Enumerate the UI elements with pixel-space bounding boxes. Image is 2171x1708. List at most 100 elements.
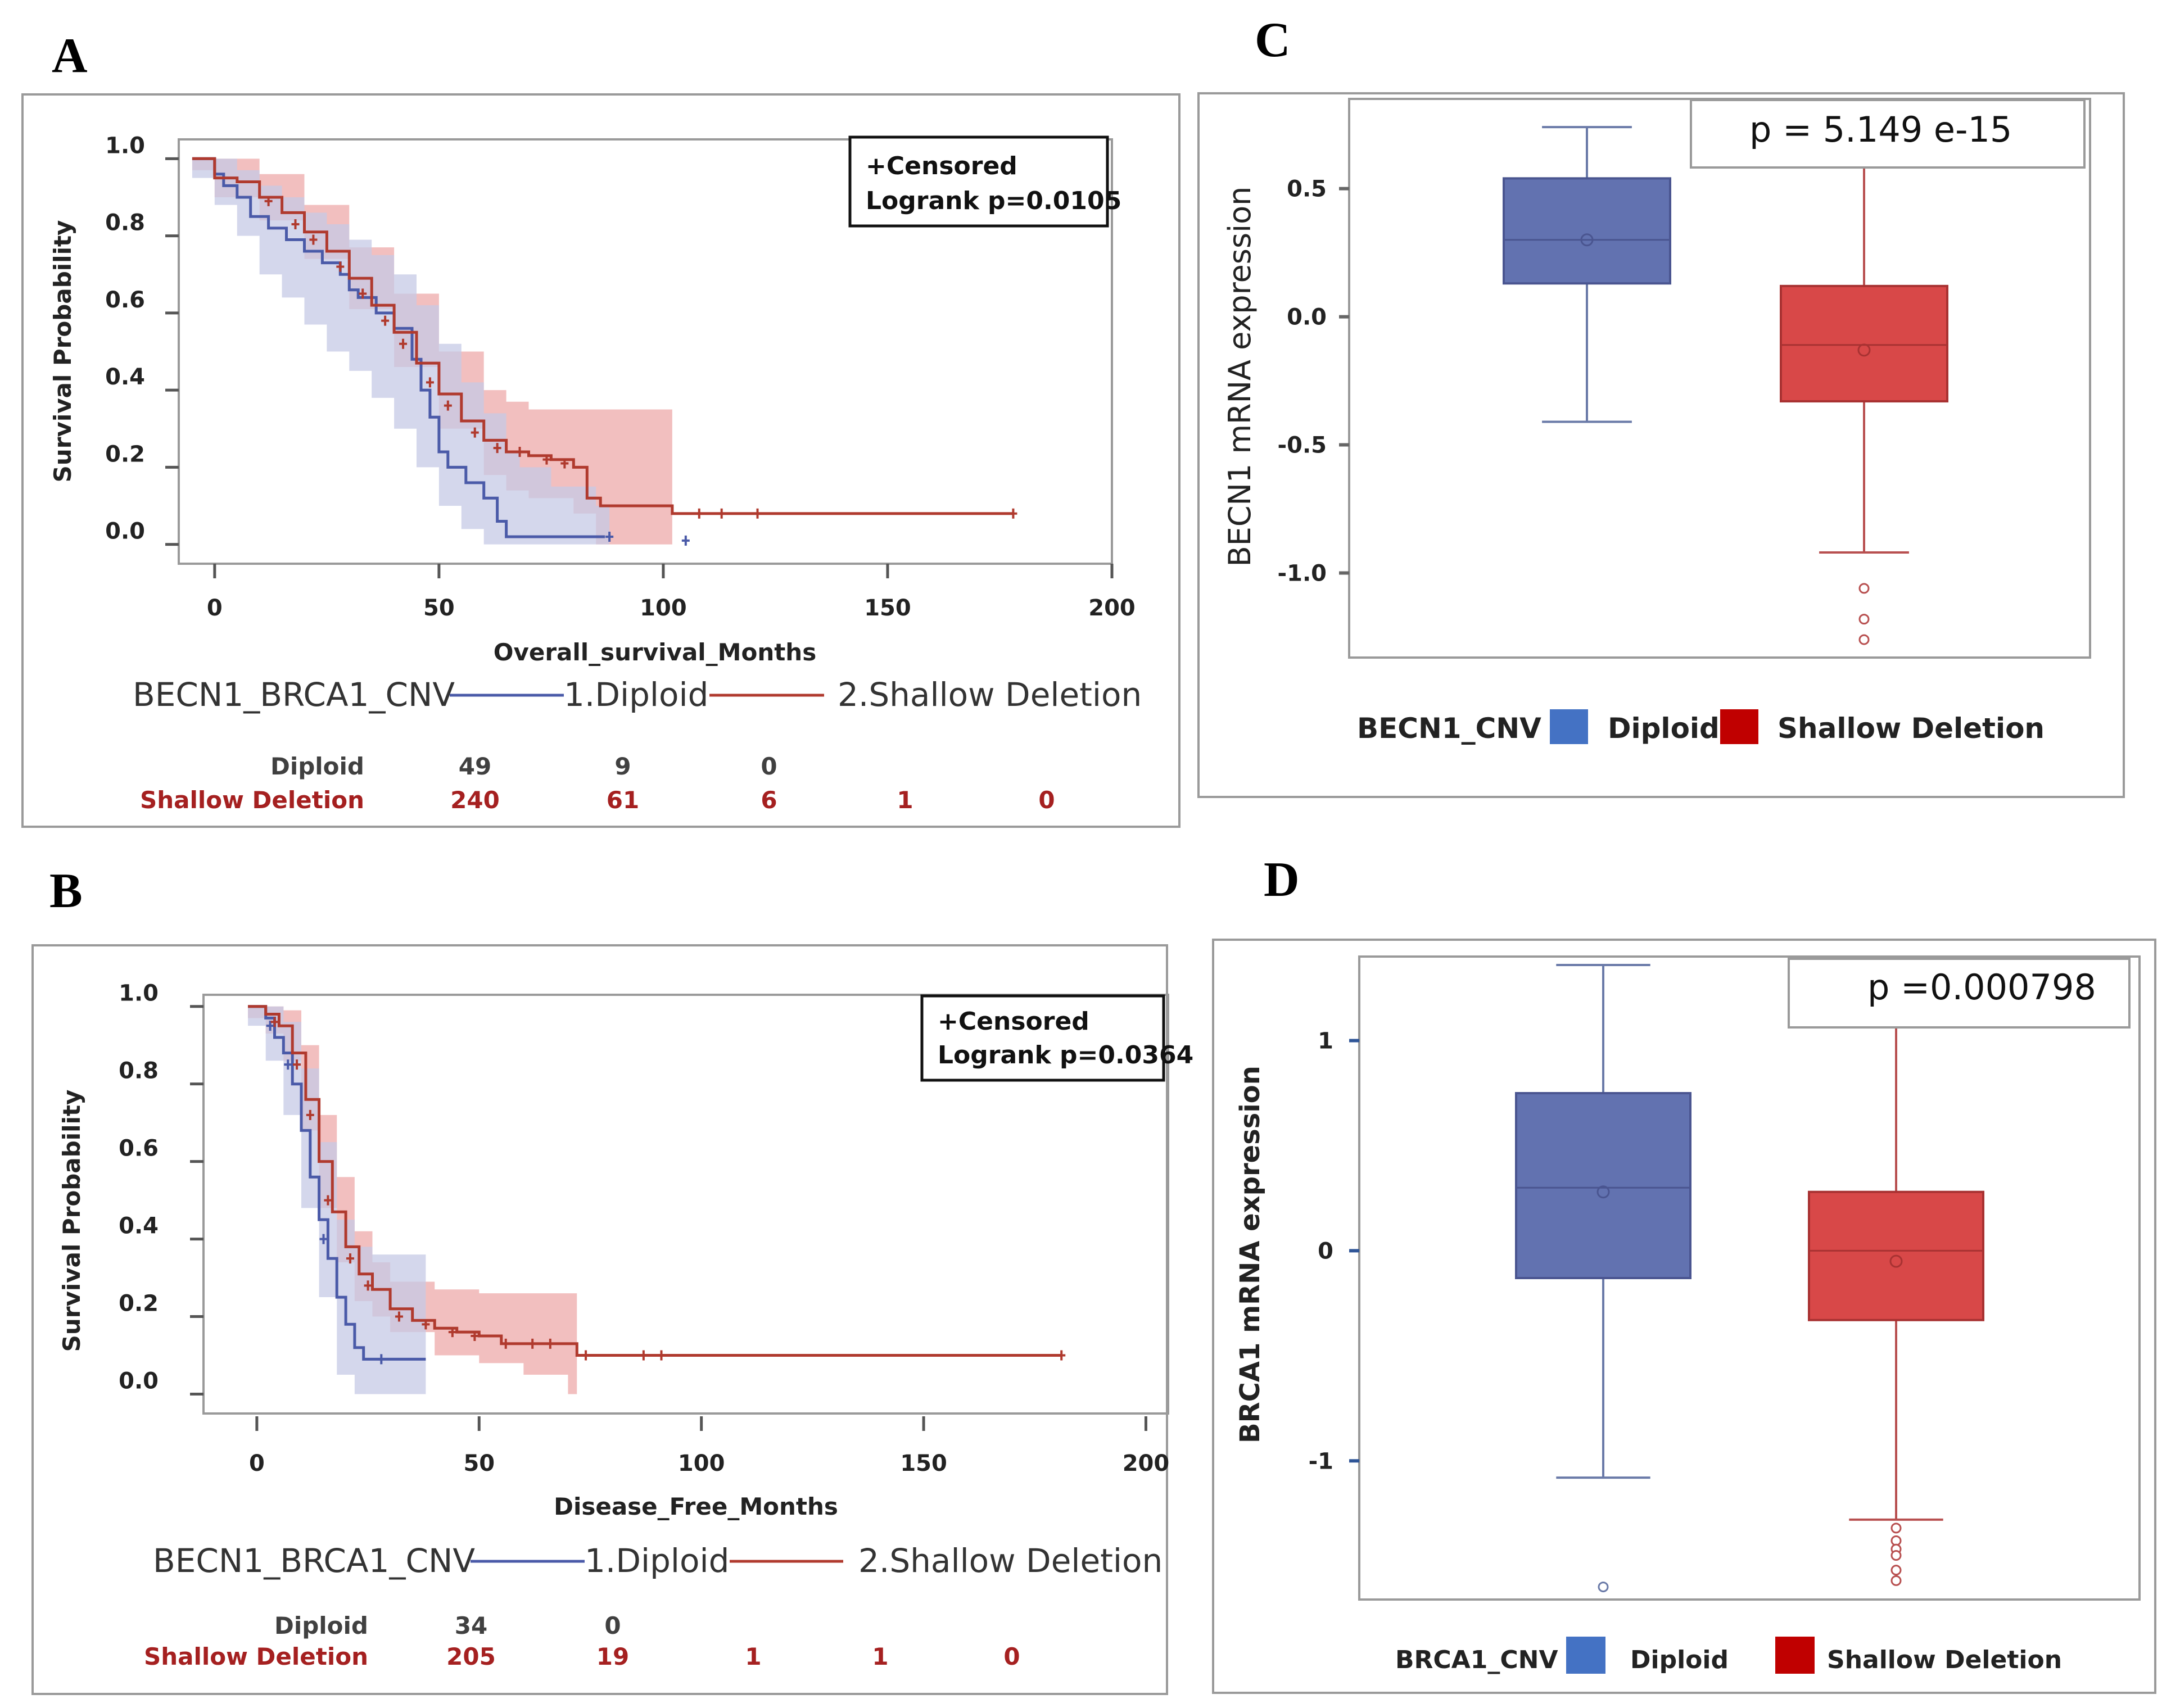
panel-d-y-tick-label: 1: [1318, 1029, 1333, 1054]
panel-c-box-shallow-deletion-outlier: [1858, 634, 1870, 645]
panel-b-censor-mark-shallow-deletion: [639, 1350, 648, 1361]
panel-b-risk-value: 1: [745, 1643, 761, 1670]
panel-b-censor-mark-shallow-deletion: [324, 1195, 332, 1206]
panel-a-legend-shallow: 2.Shallow Deletion: [838, 676, 1142, 714]
panel-letter-b: B: [49, 864, 83, 918]
panel-b-legend-group-label: BECN1_BRCA1_CNV: [153, 1542, 475, 1580]
panel-b-x-tick-label: 100: [678, 1451, 725, 1476]
panel-a-censor-mark-shallow-deletion: [717, 508, 726, 519]
panel-a-risk-value: 9: [614, 753, 631, 780]
panel-a-logrank-label: Logrank p=0.0105: [866, 187, 1121, 215]
panel-d-box-chart: 1 0 -1 BRCA1 mRNA expression p =0.000798 B…: [1212, 939, 2156, 1694]
panel-d-y-tick-label: 0: [1318, 1238, 1333, 1264]
panel-a-censor-mark-shallow-deletion: [753, 508, 762, 519]
panel-a-censor-mark-shallow-deletion: [1009, 508, 1017, 519]
panel-b-censor-mark-shallow-deletion: [306, 1109, 314, 1120]
panel-c-boxes: [1503, 126, 1948, 645]
panel-b-x-tick-label: 0: [249, 1451, 265, 1476]
panel-c-box-shallow-deletion-outlier: [1858, 583, 1870, 594]
panel-b-censor-mark-shallow-deletion: [293, 1059, 301, 1070]
panel-letter-c: C: [1255, 13, 1291, 67]
panel-d-pvalue: p =0.000798: [1867, 967, 2096, 1008]
panel-b-censor-mark-shallow-deletion: [471, 1331, 479, 1342]
panel-a-plot-area: [178, 138, 1113, 565]
panel-b-censor-mark-shallow-deletion: [346, 1253, 354, 1264]
panel-a-line-shallow-deletion: [192, 157, 1014, 515]
panel-d-frame: [1212, 939, 2156, 1694]
panel-b-risk-value: 0: [1003, 1643, 1020, 1670]
panel-d-pvalue-box: [1788, 958, 2131, 1029]
panel-a-risk-value: 0: [1038, 786, 1055, 814]
panel-b-x-tick-label: 200: [1123, 1451, 1170, 1476]
panel-d-legend-diploid-swatch: [1566, 1637, 1605, 1674]
panel-a-y-tick-label: 0.0: [105, 519, 145, 545]
panel-b-censored-label: +Censored: [938, 1007, 1089, 1036]
panel-a-risk-row-label: Shallow Deletion: [140, 786, 364, 814]
panel-d-box-diploid-mean-marker: [1596, 1185, 1610, 1199]
panel-b-risk-value: 1: [872, 1643, 888, 1670]
panel-d-y-axis-label: BRCA1 mRNA expression: [1234, 1066, 1266, 1443]
panel-a-censor-mark-shallow-deletion: [336, 261, 345, 272]
panel-a-censor-mark-shallow-deletion: [399, 338, 408, 349]
panel-a-x-tick-label: 200: [1088, 595, 1136, 621]
panel-b-censor-mark-shallow-deletion: [448, 1327, 456, 1338]
panel-c-box-shallow-deletion-outlier: [1858, 614, 1870, 625]
panel-a-info-box: [848, 135, 1109, 228]
panel-letter-d: D: [1264, 853, 1300, 907]
panel-b-y-axis-label: Survival Probability: [58, 1090, 85, 1352]
panel-c-box-diploid-iqr: [1503, 177, 1671, 285]
panel-a-censor-mark-shallow-deletion: [542, 454, 551, 465]
panel-a-y-tick-label: 0.2: [105, 441, 145, 467]
panel-a-censor-mark-shallow-deletion: [444, 400, 452, 411]
panel-d-box-shallow-deletion-outlier: [1890, 1550, 1902, 1561]
panel-a-risk-value: 49: [459, 753, 491, 780]
panel-a-risk-value: 0: [761, 753, 777, 780]
panel-b-risk-value: 0: [604, 1612, 621, 1639]
panel-c-legend-diploid: Diploid: [1608, 712, 1720, 745]
panel-c-y-tick-label: -1.0: [1278, 561, 1327, 587]
panel-b-risk-value: 205: [446, 1643, 496, 1670]
panel-d-axes: 1 0 -1: [1309, 1029, 1359, 1474]
panel-d-legend-diploid: Diploid: [1630, 1646, 1729, 1674]
panel-a-y-axis-label: Survival Probability: [49, 220, 76, 483]
panel-b-censor-mark-shallow-deletion: [546, 1338, 554, 1349]
panel-b-censor-mark-shallow-deletion: [1057, 1350, 1066, 1361]
panel-a-risk-value: 240: [450, 786, 500, 814]
panel-a-x-tick-label: 100: [640, 595, 687, 621]
panel-b-ci-bands: [248, 1006, 577, 1394]
panel-c-legend-shallow-swatch: [1720, 709, 1758, 744]
panel-d-legend-shallow-swatch: [1775, 1637, 1815, 1674]
panel-b-y-tick-label: 0.4: [119, 1213, 159, 1239]
panel-c-legend-diploid-swatch: [1550, 709, 1588, 744]
panel-a-censor-mark-shallow-deletion: [381, 315, 390, 326]
panel-a-risk-value: 6: [761, 786, 777, 814]
panel-a-censor-mark-diploid: [605, 531, 614, 542]
panel-c-y-tick-label: -0.5: [1278, 433, 1327, 459]
panel-b-censor-mark-shallow-deletion: [395, 1311, 403, 1322]
panel-c-box-diploid-mean-marker: [1580, 233, 1594, 247]
panel-a-x-tick-label: 0: [207, 595, 223, 621]
panel-a-censor-mark-shallow-deletion: [264, 196, 273, 206]
panel-c-legend-group-label: BECN1_CNV: [1357, 712, 1541, 745]
panel-b-ci-band-diploid: [248, 1006, 426, 1394]
panel-letter-a: A: [52, 29, 88, 83]
panel-a-y-tick-label: 1.0: [105, 133, 145, 158]
panel-b-axes: 0 50 100 150 200 0.0 0.2 0.4 0.6 0.8 1.0: [119, 981, 1169, 1476]
panel-b-censor-mark-diploid: [319, 1234, 328, 1244]
panel-c-box-chart: 0.5 0.0 -0.5 -1.0 BECN1 mRNA expression p =…: [1197, 92, 2125, 798]
panel-b-info-box: [920, 994, 1165, 1082]
panel-a-risk-row-label: Diploid: [270, 753, 364, 780]
panel-a-censor-mark-shallow-deletion: [309, 234, 318, 245]
panel-d-box-shallow-deletion-outlier: [1890, 1565, 1902, 1576]
panel-d-box-shallow-deletion-outlier: [1890, 1523, 1902, 1534]
panel-a-censor-mark-shallow-deletion: [471, 427, 479, 438]
panel-d-box-shallow-deletion-outlier: [1890, 1575, 1902, 1586]
panel-a-censor-mark-shallow-deletion: [426, 377, 434, 388]
panel-b-legend-shallow: 2.Shallow Deletion: [858, 1542, 1163, 1580]
panel-b-x-axis-label: Disease_Free_Months: [554, 1493, 838, 1520]
panel-b-y-tick-label: 1.0: [119, 981, 159, 1007]
panel-b-censor-mark-diploid: [377, 1354, 386, 1365]
panel-b-censor-mark-diploid: [284, 1059, 292, 1070]
